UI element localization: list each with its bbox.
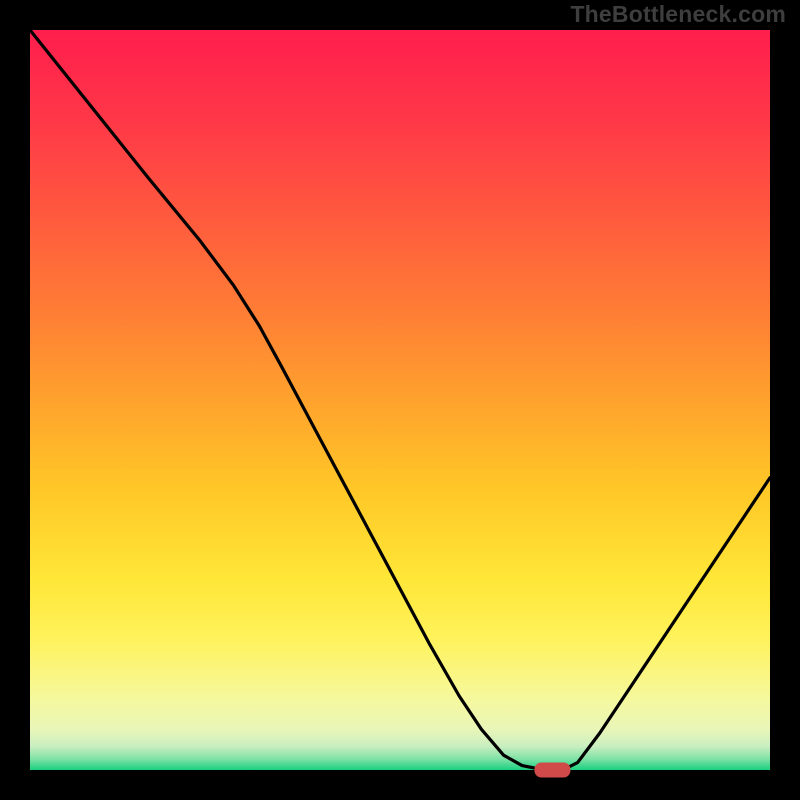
optimum-marker [534,763,570,778]
chart-svg [0,0,800,800]
watermark-label: TheBottleneck.com [570,1,786,28]
plot-area [30,30,770,770]
chart-stage: TheBottleneck.com [0,0,800,800]
